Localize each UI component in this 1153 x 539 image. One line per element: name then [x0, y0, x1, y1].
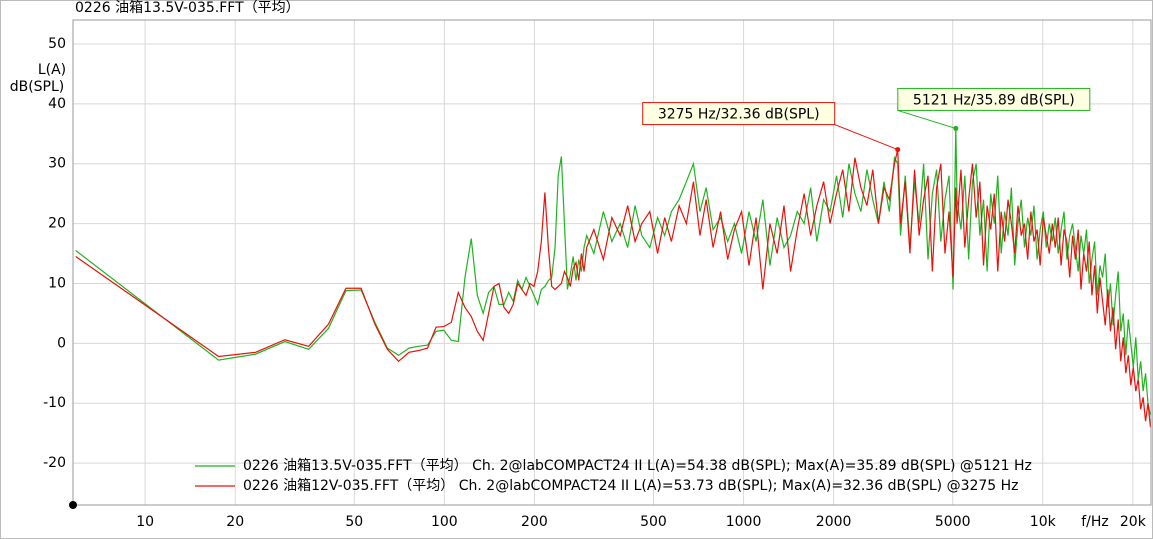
annotation-box: [897, 87, 1091, 111]
y-tick-label: -10: [43, 395, 66, 411]
y-tick-label: 10: [48, 275, 66, 291]
x-tick-label: 200: [521, 514, 548, 530]
legend-label: 0226 油箱12V-035.FFT（平均） Ch. 2@labCOMPACT2…: [243, 478, 1019, 494]
annotation-leader: [897, 109, 956, 129]
series-line: [75, 149, 1152, 428]
x-tick-label: 2000: [816, 514, 852, 530]
annotation-text: 3275 Hz/32.36 dB(SPL): [658, 107, 820, 123]
annotation-text: 5121 Hz/35.89 dB(SPL): [913, 92, 1075, 108]
x-tick-label: 1000: [726, 514, 762, 530]
annotation-box: [642, 102, 836, 126]
annotation-point: [895, 147, 901, 153]
y-tick-label: 20: [48, 216, 66, 232]
y-tick-label: 30: [48, 156, 66, 172]
y-tick-label: -20: [43, 455, 66, 471]
x-tick-label: 50: [345, 514, 363, 530]
x-tick-label: 10k: [1030, 514, 1057, 530]
annotation-point: [953, 125, 959, 131]
y-tick-label: 40: [48, 96, 66, 112]
origin-dot: [69, 501, 77, 509]
x-tick-label: 5000: [935, 514, 971, 530]
x-tick-label: 20k: [1120, 514, 1147, 530]
chart-title: 0226 油箱13.5V-035.FFT（平均）: [75, 0, 300, 16]
x-tick-label: 20: [226, 514, 244, 530]
plot: [75, 128, 1152, 428]
x-tick-label: 10: [136, 514, 154, 530]
y-axis-label: L(A): [38, 62, 66, 78]
series-line: [75, 128, 1152, 416]
y-axis-label: dB(SPL): [10, 79, 65, 95]
x-axis-label: f/Hz: [1081, 514, 1109, 530]
x-tick-label: 100: [431, 514, 458, 530]
x-tick-label: 500: [640, 514, 667, 530]
legend-label: 0226 油箱13.5V-035.FFT（平均） Ch. 2@labCOMPAC…: [243, 458, 1032, 474]
y-tick-label: 50: [48, 36, 66, 52]
annotation-leader: [834, 124, 898, 151]
plot-frame: [72, 19, 1152, 506]
y-tick-label: 0: [57, 335, 66, 351]
